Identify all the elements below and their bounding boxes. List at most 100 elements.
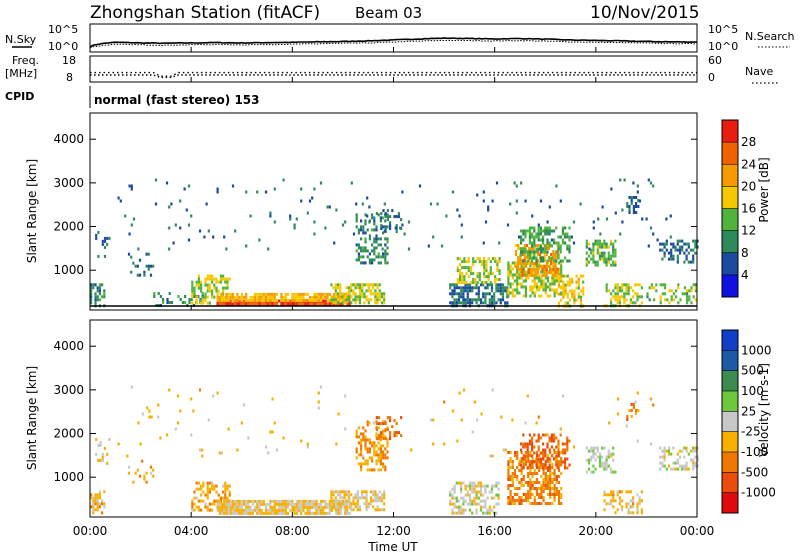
- range-cell: [616, 493, 619, 497]
- range-cell: [218, 511, 221, 515]
- range-cell: [486, 508, 489, 512]
- range-cell: [251, 302, 254, 306]
- colorbar-tick-label: 25: [741, 404, 756, 418]
- range-cell: [92, 499, 95, 503]
- range-cell: [468, 283, 472, 287]
- range-cell: [544, 487, 547, 490]
- range-cell: [471, 301, 474, 305]
- range-cell: [382, 465, 385, 469]
- y-tick-label: 2000: [53, 427, 84, 441]
- cpid-value: normal (fast stereo) 153: [94, 93, 260, 107]
- range-cell: [554, 274, 557, 277]
- range-cell: [95, 233, 98, 237]
- range-cell: [509, 202, 512, 206]
- range-cell: [245, 508, 248, 512]
- range-cell: [531, 475, 534, 478]
- range-cell: [260, 295, 263, 299]
- range-cell: [457, 298, 461, 302]
- range-cell: [538, 279, 541, 283]
- range-cell: [688, 289, 691, 293]
- range-cell: [686, 289, 689, 293]
- range-cell: [364, 447, 367, 451]
- range-cell: [464, 508, 467, 512]
- range-cell: [245, 292, 248, 296]
- range-cell: [531, 487, 534, 490]
- range-cell: [371, 261, 374, 265]
- range-cell: [350, 295, 353, 299]
- range-cell: [377, 441, 380, 445]
- range-cell: [509, 475, 512, 478]
- range-cell: [238, 502, 241, 506]
- range-cell: [229, 292, 232, 296]
- range-cell: [540, 484, 543, 487]
- range-cell: [258, 302, 261, 306]
- range-cell: [553, 472, 556, 475]
- colorbar-swatch: [722, 370, 738, 392]
- range-cell: [215, 286, 218, 290]
- range-cell: [364, 441, 367, 445]
- range-cell: [640, 511, 643, 515]
- range-cell: [170, 202, 173, 206]
- range-cell: [251, 295, 254, 299]
- range-cell: [626, 205, 629, 208]
- range-cell: [363, 502, 366, 506]
- range-cell: [557, 285, 561, 289]
- range-cell: [486, 484, 489, 488]
- range-cell: [477, 490, 480, 494]
- range-cell: [587, 449, 591, 453]
- range-cell: [609, 257, 613, 261]
- range-cell: [514, 262, 518, 265]
- range-cell: [520, 282, 523, 286]
- range-cell: [152, 264, 155, 268]
- range-cell: [545, 265, 548, 268]
- range-cell: [550, 271, 553, 274]
- range-cell: [659, 295, 662, 299]
- range-cell: [90, 295, 93, 299]
- range-cell: [561, 460, 564, 464]
- range-cell: [517, 268, 520, 271]
- range-cell: [462, 508, 465, 512]
- range-cell: [306, 302, 309, 306]
- range-cell: [204, 295, 207, 299]
- range-cell: [219, 274, 222, 278]
- range-cell: [683, 467, 686, 471]
- range-cell: [247, 302, 250, 306]
- range-cell: [227, 505, 230, 509]
- colorbar-swatch: [722, 142, 738, 165]
- range-cell: [183, 187, 186, 191]
- range-cell: [549, 490, 552, 493]
- range-cell: [376, 496, 379, 500]
- range-cell: [659, 298, 662, 302]
- range-cell: [609, 239, 613, 243]
- range-cell: [511, 273, 514, 277]
- range-cell: [551, 478, 554, 481]
- range-cell: [389, 416, 392, 420]
- range-cell: [286, 511, 290, 515]
- range-cell: [275, 499, 279, 503]
- range-cell: [90, 298, 93, 302]
- range-cell: [475, 484, 478, 488]
- range-cell: [504, 448, 507, 452]
- range-cell: [557, 283, 561, 287]
- range-cell: [497, 298, 500, 302]
- range-cell: [688, 295, 691, 299]
- range-cell: [328, 505, 331, 509]
- range-cell: [518, 481, 521, 484]
- range-cell: [222, 286, 225, 290]
- range-cell: [562, 286, 565, 290]
- range-cell: [207, 229, 210, 233]
- range-cell: [548, 226, 551, 230]
- range-cell: [297, 508, 301, 512]
- range-cell: [455, 496, 458, 500]
- range-cell: [614, 295, 617, 299]
- range-cell: [549, 493, 552, 496]
- range-cell: [373, 228, 376, 232]
- range-cell: [273, 295, 276, 299]
- range-cell: [605, 245, 608, 249]
- range-cell: [507, 270, 510, 274]
- range-cell: [463, 257, 466, 261]
- range-cell: [242, 508, 246, 512]
- range-cell: [227, 508, 230, 512]
- range-cell: [328, 205, 331, 209]
- range-cell: [176, 421, 180, 425]
